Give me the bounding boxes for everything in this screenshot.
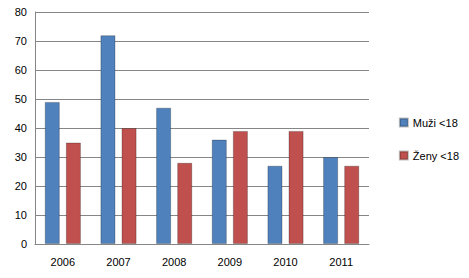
svg-text:0: 0: [21, 238, 27, 250]
svg-text:2010: 2010: [273, 256, 297, 268]
svg-text:80: 80: [15, 6, 27, 18]
svg-text:40: 40: [15, 122, 27, 134]
svg-text:10: 10: [15, 209, 27, 221]
svg-text:60: 60: [15, 64, 27, 76]
svg-text:Ženy <18: Ženy <18: [413, 150, 459, 162]
svg-text:2006: 2006: [51, 256, 75, 268]
svg-text:2007: 2007: [106, 256, 130, 268]
svg-text:Muži <18: Muži <18: [413, 117, 458, 129]
svg-text:2009: 2009: [218, 256, 242, 268]
svg-text:2011: 2011: [329, 256, 353, 268]
svg-text:30: 30: [15, 151, 27, 163]
svg-text:20: 20: [15, 180, 27, 192]
svg-text:2008: 2008: [162, 256, 186, 268]
svg-text:50: 50: [15, 93, 27, 105]
svg-text:70: 70: [15, 35, 27, 47]
